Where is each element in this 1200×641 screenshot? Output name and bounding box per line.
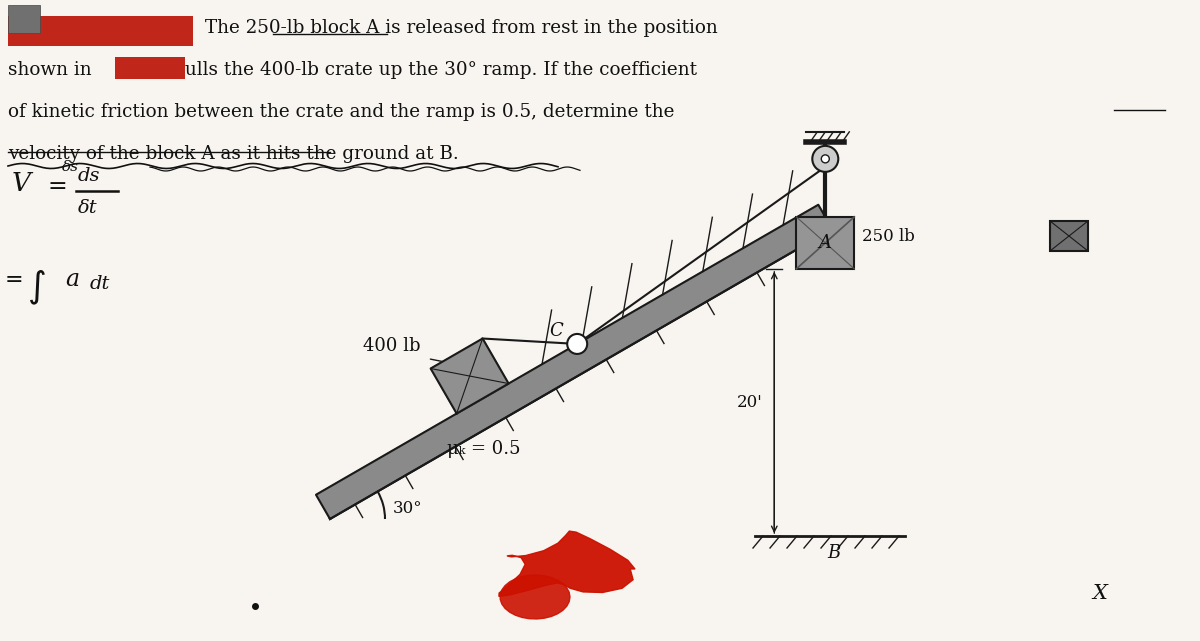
Text: δt: δt: [78, 199, 97, 217]
Text: a: a: [65, 268, 79, 291]
Text: 30°: 30°: [394, 500, 422, 517]
Polygon shape: [431, 338, 509, 413]
FancyBboxPatch shape: [8, 5, 40, 33]
Text: C: C: [550, 322, 563, 340]
Polygon shape: [316, 204, 833, 519]
Text: μₖ = 0.5: μₖ = 0.5: [446, 440, 520, 458]
Polygon shape: [499, 531, 635, 596]
FancyBboxPatch shape: [115, 57, 185, 79]
Text: shown in       and pulls the 400-lb crate up the 30° ramp. If the coefficient: shown in and pulls the 400-lb crate up t…: [8, 61, 697, 79]
Text: =: =: [5, 269, 24, 291]
Text: dt: dt: [90, 275, 110, 293]
Polygon shape: [500, 575, 570, 619]
Text: The 250-lb block A is released from rest in the position: The 250-lb block A is released from rest…: [205, 19, 718, 37]
FancyBboxPatch shape: [797, 217, 854, 269]
Text: δs: δs: [62, 160, 79, 174]
Text: ∫: ∫: [28, 269, 47, 304]
Text: 20': 20': [737, 394, 762, 411]
Text: V: V: [12, 171, 31, 196]
Text: X: X: [1092, 584, 1106, 603]
FancyBboxPatch shape: [1050, 221, 1088, 251]
Circle shape: [812, 146, 839, 172]
Text: B: B: [827, 544, 840, 562]
Text: 400 lb: 400 lb: [362, 337, 420, 354]
Text: of kinetic friction between the crate and the ramp is 0.5, determine the: of kinetic friction between the crate an…: [8, 103, 674, 121]
Text: velocity of the block A as it hits the ground at B.: velocity of the block A as it hits the g…: [8, 145, 458, 163]
Text: ds: ds: [78, 167, 101, 185]
Text: 250 lb: 250 lb: [863, 228, 916, 246]
Text: A: A: [818, 234, 832, 252]
Text: =: =: [48, 175, 67, 198]
Circle shape: [568, 334, 587, 354]
FancyBboxPatch shape: [8, 16, 193, 46]
Circle shape: [821, 155, 829, 163]
